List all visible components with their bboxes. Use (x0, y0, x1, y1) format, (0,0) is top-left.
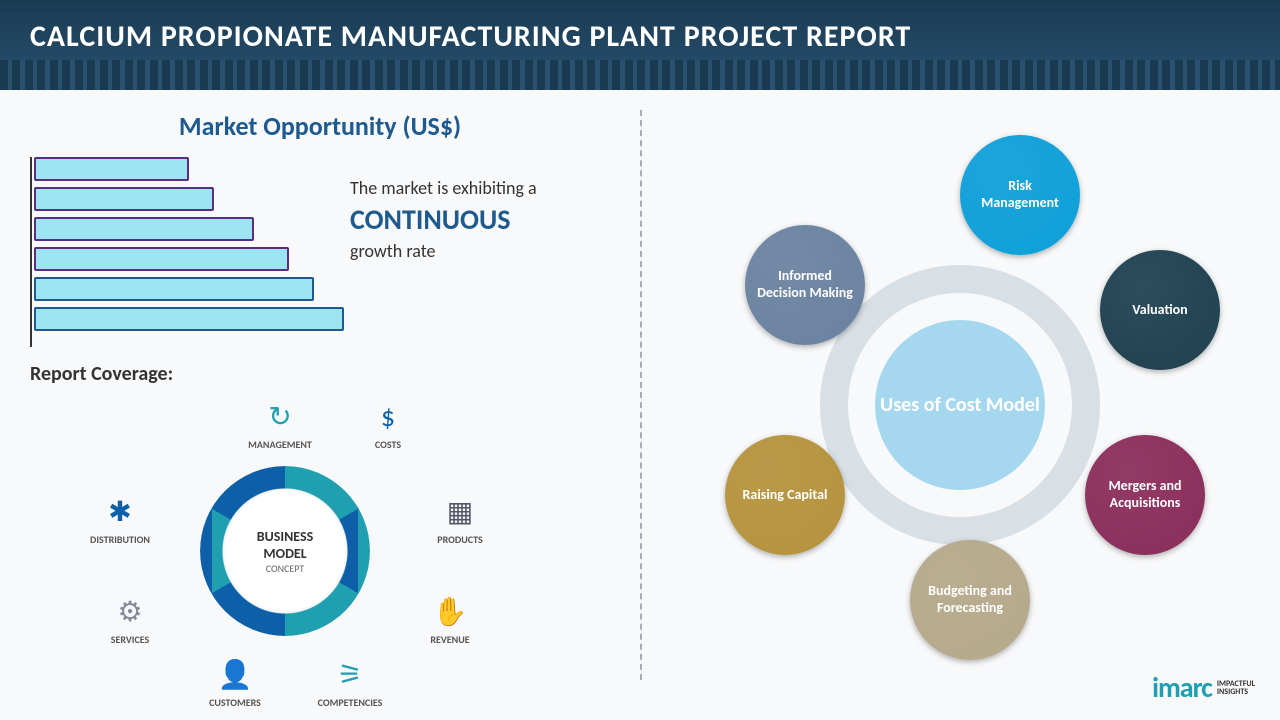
chart-area: The market is exhibiting a CONTINUOUS gr… (30, 157, 610, 337)
biz-item-services: ⚙ SERVICES (80, 591, 180, 646)
services-icon: ⚙ (110, 591, 150, 631)
bar (34, 277, 314, 301)
revenue-icon: ✋ (430, 591, 470, 631)
distribution-icon: ✱ (100, 491, 140, 531)
management-icon: ↻ (260, 396, 300, 436)
content: Market Opportunity (US$) The market is e… (0, 90, 1280, 720)
skyline-graphic (0, 60, 1280, 90)
growth-line1: The market is exhibiting a (350, 177, 610, 199)
biz-item-costs: $ COSTS (338, 396, 438, 451)
logo: imarc IMPACTFUL INSIGHTS (1152, 670, 1255, 705)
growth-line2: CONTINUOUS (350, 202, 610, 237)
cost-model-diagram: Uses of Cost Model Risk ManagementValuat… (700, 145, 1220, 665)
cost-center: Uses of Cost Model (875, 320, 1045, 490)
cost-node-mergers-and-acquisitions: Mergers and Acquisitions (1085, 435, 1205, 555)
biz-center-t1: BUSINESS (257, 528, 314, 545)
biz-item-label: SERVICES (111, 633, 150, 646)
cost-node-risk-management: Risk Management (960, 135, 1080, 255)
biz-item-customers: 👤 CUSTOMERS (185, 654, 285, 709)
bar (34, 187, 214, 211)
biz-item-label: COMPETENCIES (318, 696, 383, 709)
cost-node-raising-capital: Raising Capital (725, 435, 845, 555)
bar-chart (30, 157, 330, 337)
biz-item-management: ↻ MANAGEMENT (230, 396, 330, 451)
cost-node-budgeting-and-forecasting: Budgeting and Forecasting (910, 540, 1030, 660)
biz-center-t2: MODEL (263, 545, 306, 562)
biz-item-label: DISTRIBUTION (90, 533, 150, 546)
page-title: CALCIUM PROPIONATE MANUFACTURING PLANT P… (30, 18, 1250, 55)
cost-node-informed-decision-making: Informed Decision Making (745, 225, 865, 345)
biz-item-revenue: ✋ REVENUE (400, 591, 500, 646)
competencies-icon: ⚞ (330, 654, 370, 694)
market-title: Market Opportunity (US$) (30, 110, 610, 142)
biz-item-products: ▦ PRODUCTS (410, 491, 510, 546)
biz-center: BUSINESS MODEL CONCEPT (225, 491, 345, 611)
y-axis (30, 157, 32, 347)
biz-item-label: COSTS (375, 438, 401, 451)
report-coverage-label: Report Coverage: (30, 362, 610, 386)
logo-tagline: IMPACTFUL INSIGHTS (1217, 680, 1255, 696)
customers-icon: 👤 (215, 654, 255, 694)
business-model-diagram: BUSINESS MODEL CONCEPT ↻ MANAGEMENT $ COSTS… (30, 396, 590, 696)
header: CALCIUM PROPIONATE MANUFACTURING PLANT P… (0, 0, 1280, 90)
growth-text: The market is exhibiting a CONTINUOUS gr… (350, 157, 610, 262)
costs-icon: $ (368, 396, 408, 436)
bar (34, 307, 344, 331)
cost-node-valuation: Valuation (1100, 250, 1220, 370)
bar (34, 247, 289, 271)
bar (34, 217, 254, 241)
products-icon: ▦ (440, 491, 480, 531)
biz-item-label: MANAGEMENT (248, 438, 312, 451)
bar (34, 157, 189, 181)
biz-item-competencies: ⚞ COMPETENCIES (300, 654, 400, 709)
biz-center-t3: CONCEPT (266, 562, 305, 575)
growth-line3: growth rate (350, 240, 610, 262)
biz-item-label: REVENUE (430, 633, 469, 646)
biz-item-label: CUSTOMERS (209, 696, 261, 709)
biz-item-distribution: ✱ DISTRIBUTION (70, 491, 170, 546)
right-panel: Uses of Cost Model Risk ManagementValuat… (640, 90, 1280, 720)
left-panel: Market Opportunity (US$) The market is e… (0, 90, 640, 720)
biz-item-label: PRODUCTS (437, 533, 482, 546)
logo-brand: imarc (1152, 670, 1212, 705)
